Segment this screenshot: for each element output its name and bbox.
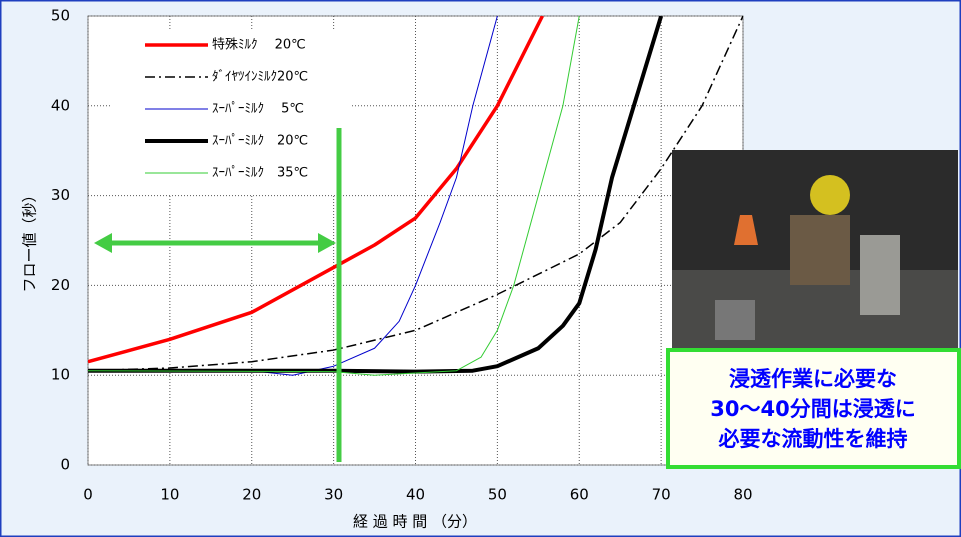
y-tick-label: 20 <box>51 276 70 294</box>
data-line <box>88 16 498 376</box>
y-tick-label: 50 <box>51 7 70 25</box>
y-tick-label: 10 <box>51 366 70 384</box>
x-tick-label: 50 <box>488 486 507 504</box>
legend-label: ｽｰﾊﾟｰﾐﾙｸ 35℃ <box>212 166 308 181</box>
legend-label: ｽｰﾊﾟｰﾐﾙｸ 5℃ <box>212 102 304 117</box>
annotation-text: 30～40分間は浸透に <box>710 397 915 421</box>
legend-label: ｽｰﾊﾟｰﾐﾙｸ 20℃ <box>212 134 308 149</box>
legend-label: 特殊ﾐﾙｸ 20℃ <box>212 38 306 53</box>
data-line <box>88 16 664 374</box>
annotation-text: 必要な流動性を維持 <box>719 427 908 451</box>
y-tick-label: 40 <box>51 96 70 114</box>
y-tick-label: 0 <box>60 456 70 474</box>
photo <box>672 150 958 355</box>
y-tick-label: 30 <box>51 186 70 204</box>
green-arrow <box>94 128 342 462</box>
x-tick-label: 20 <box>242 486 261 504</box>
data-line <box>88 16 743 372</box>
legend-box <box>112 30 350 195</box>
data-line <box>88 16 580 376</box>
x-tick-label: 80 <box>733 486 752 504</box>
legend-label: ﾀﾞｲﾔﾂｲﾝﾐﾙｸ20℃ <box>212 70 308 85</box>
x-tick-label: 70 <box>652 486 671 504</box>
data-line <box>88 16 544 364</box>
annotation-text: 浸透作業に必要な <box>729 367 897 391</box>
y-axis-label: フロー値（秒） <box>21 187 39 292</box>
x-tick-label: 60 <box>570 486 589 504</box>
x-tick-label: 10 <box>160 486 179 504</box>
x-tick-label: 0 <box>83 486 93 504</box>
x-tick-label: 40 <box>406 486 425 504</box>
x-tick-label: 30 <box>324 486 343 504</box>
x-axis-label: 経 過 時 間 （分） <box>353 513 477 531</box>
annotation-box <box>666 348 961 469</box>
